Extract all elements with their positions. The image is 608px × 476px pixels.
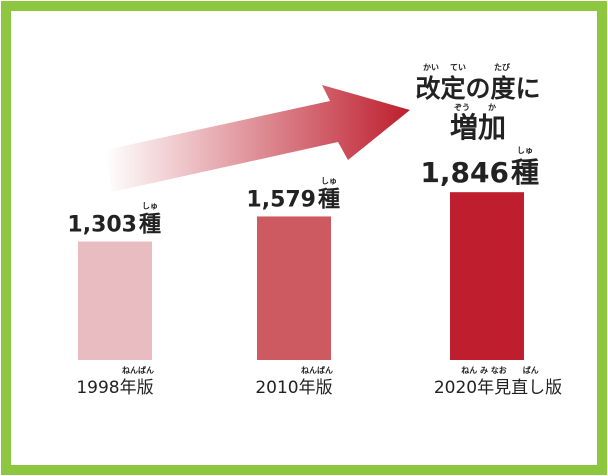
annotation-reading: ぞう xyxy=(454,103,470,112)
value-unit: 種 xyxy=(139,213,161,238)
unit-reading: しゅ xyxy=(142,202,158,211)
unit-reading: しゅ xyxy=(321,176,337,185)
annotation-text: 改定の度に xyxy=(415,74,540,103)
annotation-reading: かい xyxy=(423,63,439,72)
category-label: 1998年版 xyxy=(76,378,153,398)
trend-arrow xyxy=(105,85,410,192)
bar xyxy=(450,192,524,360)
annotation-reading: たび xyxy=(494,62,510,72)
bar xyxy=(78,241,152,360)
category-reading: ねんばん xyxy=(122,365,154,375)
category-label: 2010年版 xyxy=(255,378,332,398)
bar xyxy=(257,216,331,360)
category-label: 2020年見直し版 xyxy=(434,378,562,398)
category-reading: ねん み なお ばん xyxy=(461,365,539,375)
value-unit: 種 xyxy=(318,187,340,212)
category-reading: ねんばん xyxy=(301,365,333,375)
value-label: 1,579 xyxy=(246,187,316,212)
unit-reading: しゅ xyxy=(517,146,533,155)
value-unit: 種 xyxy=(511,156,539,189)
annotation-reading: てい xyxy=(450,63,466,72)
annotation-text: 増加 xyxy=(450,111,506,144)
value-label: 1,303 xyxy=(67,213,137,238)
value-label: 1,846 xyxy=(420,156,509,189)
annotation-reading: か xyxy=(488,103,496,112)
